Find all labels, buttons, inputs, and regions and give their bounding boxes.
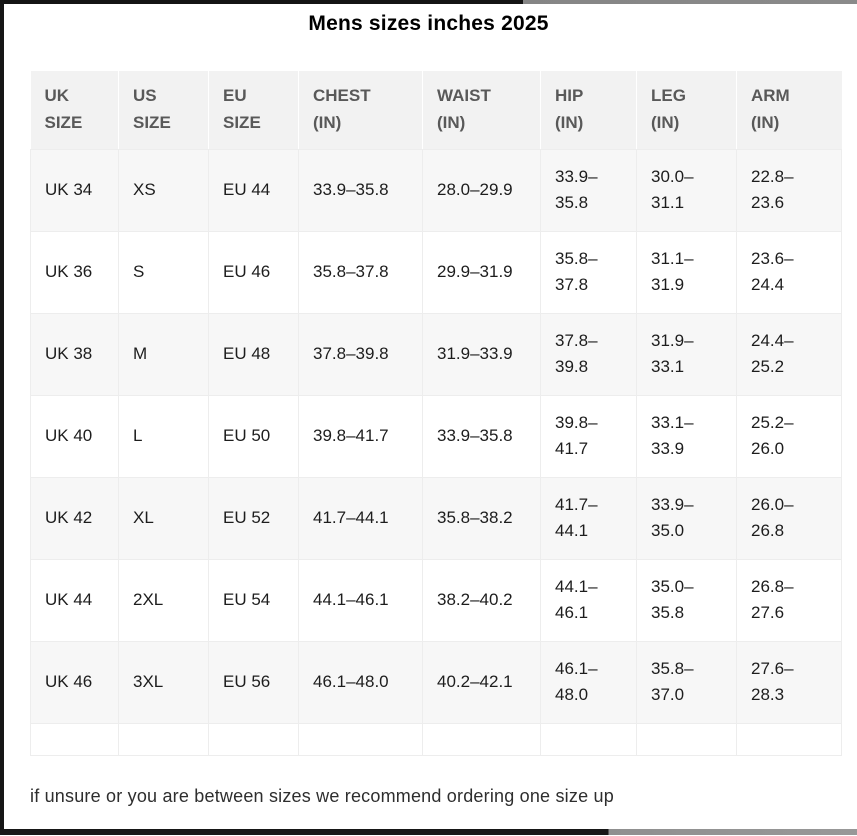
cell-eu-size: EU 46 [208, 230, 299, 314]
table-row: UK 38 M EU 48 37.8–39.8 31.9–33.9 37.8– … [30, 312, 842, 396]
cell-waist: 28.0–29.9 [422, 148, 541, 232]
cell-us-size: XL [118, 476, 209, 560]
size-note: if unsure or you are between sizes we re… [30, 786, 614, 806]
cell-hip: 33.9– 35.8 [540, 148, 637, 232]
empty-row [30, 722, 842, 756]
cell-uk-size: UK 42 [30, 476, 119, 560]
cell-uk-size: UK 40 [30, 394, 119, 478]
cell-eu-size: EU 50 [208, 394, 299, 478]
empty-cell [118, 722, 209, 756]
column-header-leg: LEG (IN) [636, 71, 737, 150]
cell-waist: 35.8–38.2 [422, 476, 541, 560]
window-bottom-edge [0, 829, 857, 835]
empty-cell [736, 722, 842, 756]
cell-leg: 30.0– 31.1 [636, 148, 737, 232]
window-top-edge [0, 0, 857, 4]
cell-eu-size: EU 52 [208, 476, 299, 560]
cell-waist: 31.9–33.9 [422, 312, 541, 396]
cell-hip: 41.7– 44.1 [540, 476, 637, 560]
column-header-eu-size: EU SIZE [208, 71, 299, 150]
cell-hip: 35.8– 37.8 [540, 230, 637, 314]
cell-arm: 24.4– 25.2 [736, 312, 842, 396]
cell-leg: 31.9– 33.1 [636, 312, 737, 396]
cell-hip: 37.8– 39.8 [540, 312, 637, 396]
table-row: UK 36 S EU 46 35.8–37.8 29.9–31.9 35.8– … [30, 230, 842, 314]
table-row: UK 46 3XL EU 56 46.1–48.0 40.2–42.1 46.1… [30, 640, 842, 724]
cell-leg: 35.8– 37.0 [636, 640, 737, 724]
cell-us-size: S [118, 230, 209, 314]
empty-cell [636, 722, 737, 756]
window-left-edge [0, 0, 4, 832]
cell-arm: 26.8– 27.6 [736, 558, 842, 642]
column-header-hip: HIP (IN) [540, 71, 637, 150]
cell-us-size: 3XL [118, 640, 209, 724]
cell-uk-size: UK 46 [30, 640, 119, 724]
column-header-uk-size: UK SIZE [30, 71, 119, 150]
cell-chest: 41.7–44.1 [298, 476, 423, 560]
cell-waist: 29.9–31.9 [422, 230, 541, 314]
column-header-chest: CHEST (IN) [298, 71, 423, 150]
page-title: Mens sizes inches 2025 [308, 12, 549, 35]
cell-hip: 44.1– 46.1 [540, 558, 637, 642]
cell-arm: 27.6– 28.3 [736, 640, 842, 724]
cell-us-size: M [118, 312, 209, 396]
cell-arm: 26.0– 26.8 [736, 476, 842, 560]
cell-waist: 40.2–42.1 [422, 640, 541, 724]
cell-arm: 22.8– 23.6 [736, 148, 842, 232]
cell-uk-size: UK 38 [30, 312, 119, 396]
cell-uk-size: UK 44 [30, 558, 119, 642]
cell-chest: 35.8–37.8 [298, 230, 423, 314]
empty-cell [298, 722, 423, 756]
mens-size-chart: UK SIZE US SIZE EU SIZE CHEST (IN) WAIST… [30, 71, 842, 756]
cell-eu-size: EU 56 [208, 640, 299, 724]
cell-chest: 37.8–39.8 [298, 312, 423, 396]
cell-leg: 35.0– 35.8 [636, 558, 737, 642]
cell-eu-size: EU 54 [208, 558, 299, 642]
table-row: UK 40 L EU 50 39.8–41.7 33.9–35.8 39.8– … [30, 394, 842, 478]
cell-us-size: 2XL [118, 558, 209, 642]
cell-leg: 31.1– 31.9 [636, 230, 737, 314]
column-header-arm: ARM (IN) [736, 71, 842, 150]
empty-cell [540, 722, 637, 756]
column-header-us-size: US SIZE [118, 71, 209, 150]
cell-arm: 25.2– 26.0 [736, 394, 842, 478]
header-row: UK SIZE US SIZE EU SIZE CHEST (IN) WAIST… [30, 71, 842, 150]
empty-cell [30, 722, 119, 756]
cell-us-size: L [118, 394, 209, 478]
cell-chest: 33.9–35.8 [298, 148, 423, 232]
cell-hip: 46.1– 48.0 [540, 640, 637, 724]
cell-arm: 23.6– 24.4 [736, 230, 842, 314]
table-row: UK 34 XS EU 44 33.9–35.8 28.0–29.9 33.9–… [30, 148, 842, 232]
table-row: UK 42 XL EU 52 41.7–44.1 35.8–38.2 41.7–… [30, 476, 842, 560]
cell-waist: 38.2–40.2 [422, 558, 541, 642]
cell-leg: 33.1– 33.9 [636, 394, 737, 478]
cell-waist: 33.9–35.8 [422, 394, 541, 478]
column-header-waist: WAIST (IN) [422, 71, 541, 150]
empty-cell [422, 722, 541, 756]
cell-uk-size: UK 36 [30, 230, 119, 314]
empty-cell [208, 722, 299, 756]
cell-eu-size: EU 44 [208, 148, 299, 232]
cell-leg: 33.9– 35.0 [636, 476, 737, 560]
cell-eu-size: EU 48 [208, 312, 299, 396]
table-row: UK 44 2XL EU 54 44.1–46.1 38.2–40.2 44.1… [30, 558, 842, 642]
cell-hip: 39.8– 41.7 [540, 394, 637, 478]
cell-chest: 44.1–46.1 [298, 558, 423, 642]
cell-uk-size: UK 34 [30, 148, 119, 232]
cell-chest: 46.1–48.0 [298, 640, 423, 724]
cell-us-size: XS [118, 148, 209, 232]
cell-chest: 39.8–41.7 [298, 394, 423, 478]
